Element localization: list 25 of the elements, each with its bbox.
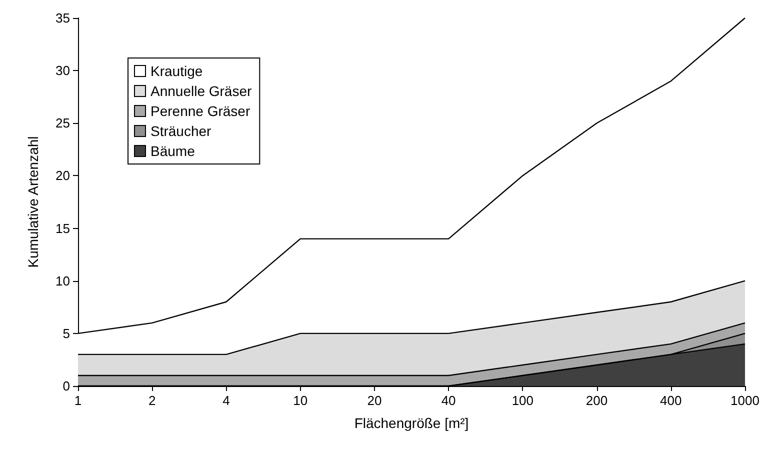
y-tick-label: 10 <box>56 273 70 288</box>
x-tick-label: 20 <box>367 393 382 408</box>
x-tick-label: 400 <box>660 393 682 408</box>
y-tick-label: 35 <box>56 10 70 26</box>
x-tick-label: 1000 <box>730 393 760 408</box>
x-tick-label: 200 <box>586 393 608 408</box>
x-tick-label: 100 <box>512 393 534 408</box>
y-tick-label: 25 <box>56 116 70 131</box>
y-tick-label: 0 <box>62 378 70 394</box>
y-tick-label: 20 <box>56 168 70 184</box>
y-tick-label: 15 <box>56 220 70 236</box>
y-axis-title: Kumulative Artenzahl <box>25 136 41 268</box>
x-tick-label: 10 <box>293 393 308 408</box>
x-tick-label: 4 <box>222 393 230 408</box>
x-axis-title: Flächengröße [m²] <box>354 415 469 431</box>
legend-label: Krautige <box>150 63 203 79</box>
y-tick-label: 5 <box>62 326 70 341</box>
x-tick-label: 1 <box>74 393 82 408</box>
legend-label: Sträucher <box>150 123 212 139</box>
x-tick-label: 2 <box>148 393 156 408</box>
x-tick-label: 40 <box>441 393 456 408</box>
legend-label: Perenne Gräser <box>150 103 250 119</box>
y-tick-label: 30 <box>56 63 70 78</box>
legend-label: Annuelle Gräser <box>150 83 252 99</box>
legend-label: Bäume <box>150 143 196 159</box>
